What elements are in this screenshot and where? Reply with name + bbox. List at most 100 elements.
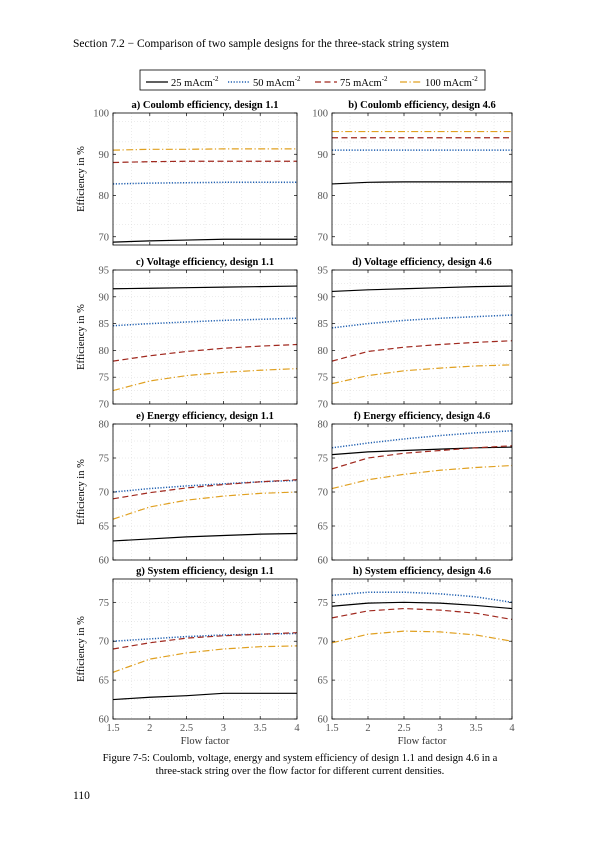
x-tick-label: 3.5 <box>254 723 267 734</box>
series-line-4 <box>112 368 298 392</box>
chart-panel-2: 70 80 90 100 b) Coulomb efficiency, design 4… <box>312 100 513 246</box>
series-line-3 <box>331 445 513 470</box>
y-tick-label: 90 <box>318 292 329 303</box>
y-tick-label: 70 <box>318 637 329 648</box>
x-tick-label: 2.5 <box>180 723 193 734</box>
y-axis-label: Efficiency in % <box>76 459 87 525</box>
series-line-4 <box>112 148 297 151</box>
series-line-4 <box>112 645 298 673</box>
series-line-2 <box>331 314 513 329</box>
legend-superscript: -2 <box>472 75 478 83</box>
plot-frame <box>112 269 298 405</box>
series-line-4 <box>112 491 298 520</box>
chart-panel-1: 70 80 90 100 a) Coulomb efficiency, design 1… <box>76 100 298 246</box>
y-tick-label: 70 <box>99 232 110 243</box>
x-tick-label: 2 <box>147 723 152 734</box>
y-tick-label: 70 <box>318 400 329 411</box>
series-line-4 <box>331 364 513 385</box>
series-line-3 <box>331 340 513 362</box>
page-header: Section 7.2 − Comparison of two sample d… <box>73 38 450 50</box>
series-line-1 <box>331 181 512 185</box>
y-tick-label: 90 <box>318 150 329 161</box>
series-line-3 <box>112 632 298 650</box>
figure-caption: Figure 7-5: Coulomb, voltage, energy and… <box>60 752 540 778</box>
y-tick-label: 65 <box>99 676 110 687</box>
legend-superscript: -2 <box>382 75 388 83</box>
series-line-1 <box>112 238 297 243</box>
chart-panel-5: 60 65 70 75 80 e) Energy efficiency, design 1… <box>76 411 298 567</box>
x-tick-label: 3 <box>437 723 442 734</box>
x-axis-label: Flow factor <box>398 736 447 747</box>
chart-panel-8: 60 65 70 75 1.5 2 2.5 3 3.5 4 h) System efficiency… <box>318 566 516 747</box>
chart-title: a) Coulomb efficiency, design 1.1 <box>132 100 279 111</box>
y-tick-label: 70 <box>99 400 110 411</box>
series-line-1 <box>112 692 297 701</box>
y-tick-label: 95 <box>318 266 329 277</box>
legend: 25 mAcm-2 50 mAcm-2 75 mAcm-2 100 mAcm-2 <box>139 69 486 91</box>
chart-title: g) System efficiency, design 1.1 <box>136 566 274 577</box>
y-tick-label: 60 <box>99 556 110 567</box>
series-line-1 <box>331 285 513 293</box>
series-line-1 <box>331 601 513 610</box>
y-tick-label: 65 <box>318 676 329 687</box>
y-tick-label: 100 <box>312 109 328 120</box>
y-tick-label: 60 <box>99 715 110 726</box>
y-tick-label: 75 <box>318 598 329 609</box>
y-tick-label: 80 <box>318 191 329 202</box>
chart-panel-3: 70 75 80 85 90 95 c) Voltage efficiency, desig… <box>76 257 298 411</box>
chart-panel-4: 70 75 80 85 90 95 d) Voltage efficiency, desig… <box>318 257 513 411</box>
x-tick-label: 3.5 <box>469 723 482 734</box>
x-tick-label: 1.5 <box>106 723 119 734</box>
y-tick-label: 75 <box>99 454 110 465</box>
y-tick-label: 75 <box>99 373 110 384</box>
legend-superscript: -2 <box>213 75 219 83</box>
caption-line-1: Figure 7-5: Coulomb, voltage, energy and… <box>102 753 498 764</box>
series-line-4 <box>331 464 513 490</box>
y-tick-label: 75 <box>318 454 329 465</box>
legend-box <box>139 69 486 91</box>
y-tick-label: 100 <box>93 109 109 120</box>
plot-frame <box>112 112 298 246</box>
y-axis-label: Efficiency in % <box>76 616 87 682</box>
series-line-3 <box>112 479 298 500</box>
x-tick-label: 3 <box>221 723 226 734</box>
x-tick-label: 1.5 <box>325 723 338 734</box>
series-line-2 <box>331 430 513 449</box>
y-axis-label: Efficiency in % <box>76 304 87 370</box>
y-tick-label: 60 <box>318 556 329 567</box>
plot-frame <box>331 112 513 246</box>
y-tick-label: 85 <box>318 319 329 330</box>
legend-label-2: 50 mAcm-2 <box>253 75 301 89</box>
legend-label-3: 75 mAcm-2 <box>340 75 388 89</box>
legend-superscript: -2 <box>295 75 301 83</box>
series-line-1 <box>112 532 298 542</box>
chart-title: b) Coulomb efficiency, design 4.6 <box>348 100 496 111</box>
series-line-3 <box>112 343 298 362</box>
y-tick-label: 70 <box>318 488 329 499</box>
y-tick-label: 70 <box>99 637 110 648</box>
series-line-4 <box>331 630 513 644</box>
y-axis-label: Efficiency in % <box>76 146 87 212</box>
chart-panel-6: 60 65 70 75 80 f) Energy efficiency, design 4… <box>318 411 513 567</box>
x-tick-label: 4 <box>294 723 300 734</box>
y-tick-label: 70 <box>99 488 110 499</box>
y-tick-label: 65 <box>318 522 329 533</box>
legend-label-4: 100 mAcm-2 <box>425 75 478 89</box>
x-tick-label: 2 <box>365 723 370 734</box>
series-line-3 <box>112 160 297 164</box>
caption-line-2: three-stack string over the flow factor … <box>155 766 445 777</box>
plot-frame <box>331 269 513 405</box>
y-tick-label: 65 <box>99 522 110 533</box>
page-number: 110 <box>73 790 90 802</box>
y-tick-label: 75 <box>318 373 329 384</box>
y-tick-label: 90 <box>99 150 110 161</box>
y-tick-label: 80 <box>99 346 110 357</box>
chart-title: c) Voltage efficiency, design 1.1 <box>136 257 274 268</box>
legend-label-1: 25 mAcm-2 <box>171 75 219 89</box>
chart-title: d) Voltage efficiency, design 4.6 <box>352 257 491 268</box>
y-tick-label: 60 <box>318 715 329 726</box>
series-line-3 <box>331 607 513 621</box>
y-tick-label: 80 <box>99 191 110 202</box>
plot-frame <box>331 578 513 720</box>
